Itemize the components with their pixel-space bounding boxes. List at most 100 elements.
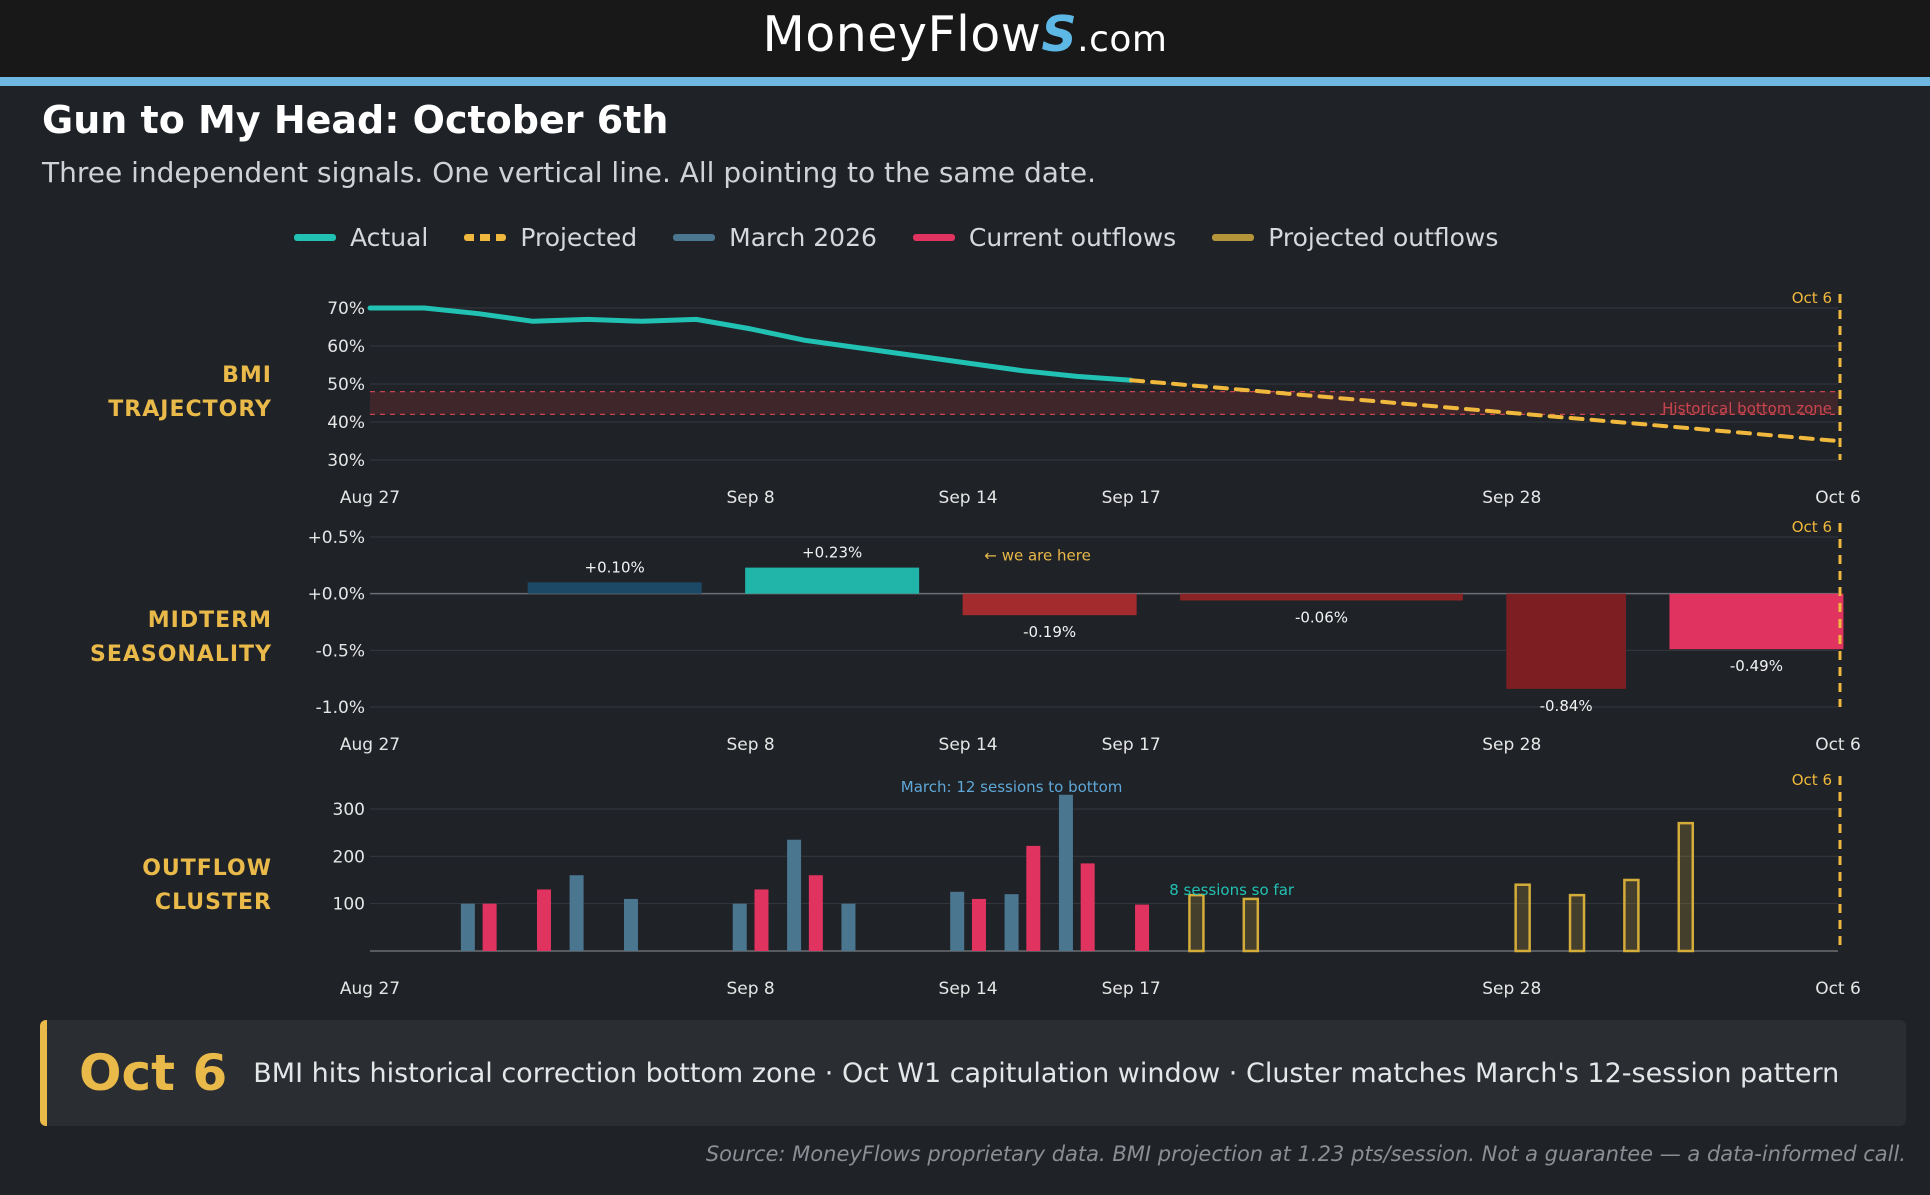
source-note: Source: MoneyFlows proprietary data. BMI… [705,1142,1906,1166]
x-tick-label: Sep 14 [939,488,998,508]
chart-legend: Actual Projected March 2026 Current outflow… [294,220,1498,254]
march-bar [787,839,802,951]
projected-outflow-bar [1242,897,1260,953]
x-tick-label: Sep 28 [1482,488,1541,508]
legend-item: Actual [294,223,428,252]
current-outflow-bar [1080,863,1095,951]
y-tick-label: 50% [327,375,365,395]
x-tick-label: Aug 27 [340,488,400,508]
current-outflow-bar [971,898,986,951]
y-tick-label: 70% [327,299,365,319]
bottom-zone-label: Historical bottom zone [1662,400,1832,418]
current-outflow-bar [808,875,823,951]
legend-label: March 2026 [729,222,877,252]
sessions-so-far-annotation: 8 sessions so far [1169,881,1295,899]
panel-label: TRAJECTORY [108,397,272,422]
bar-data-label: -0.84% [1540,697,1593,715]
legend-swatch [1212,233,1255,241]
seasonality-bar [1669,593,1844,650]
seasonality-bar [527,582,702,594]
bar-data-label: +0.10% [585,558,645,576]
projected-outflow-bar [1188,893,1205,953]
x-tick-label: Sep 8 [726,488,774,508]
callout-box: Oct 6 BMI hits historical correction bot… [40,1020,1906,1126]
legend-label: Projected [520,222,638,252]
brand-tld: .com [1077,19,1168,60]
y-tick-label: 60% [327,337,365,357]
seasonality-bar [745,567,920,594]
y-tick-label: -0.5% [316,641,365,661]
seasonality-bar [1180,593,1463,601]
y-tick-label: +0.0% [308,585,365,605]
panel-label: MIDTERM [148,608,272,633]
legend-label: Projected outflows [1268,222,1499,252]
x-tick-label: Sep 17 [1102,979,1161,999]
legend-swatch [912,233,955,241]
callout-text: BMI hits historical correction bottom zo… [253,1057,1840,1089]
page-subtitle: Three independent signals. One vertical … [42,156,1097,189]
top-bar: MoneyFlowS.com [0,0,1930,77]
bar-data-label: -0.19% [1023,623,1076,641]
x-tick-label: Sep 28 [1482,979,1541,999]
projected-outflow-bar [1568,893,1586,953]
we-are-here-note: ← we are here [984,546,1090,564]
brand-logo[interactable]: MoneyFlowS.com [0,6,1930,63]
legend-label: Actual [350,222,429,252]
march-bar [623,898,638,951]
x-tick-label: Sep 28 [1482,735,1541,755]
march-bar [460,903,475,951]
oct6-marker-label: Oct 6 [1792,518,1832,536]
x-tick-label: Oct 6 [1815,979,1861,999]
legend-item: March 2026 [673,223,877,252]
march-bar [569,875,584,951]
accent-bar [0,77,1930,86]
legend-swatch [294,233,336,241]
march-annotation: March: 12 sessions to bottom [901,778,1123,796]
bottom-zone-band [370,391,1838,415]
callout-date: Oct 6 [79,1044,228,1102]
x-tick-label: Aug 27 [340,979,400,999]
legend-item: Projected outflows [1212,223,1498,252]
brand-name: MoneyFlow [762,6,1042,63]
current-outflow-bar [1135,904,1150,951]
legend-item: Projected [464,223,637,252]
legend-label: Current outflows [968,222,1177,252]
panel-label: OUTFLOW [142,856,272,881]
legend-swatch [464,233,507,241]
march-bar [950,891,965,951]
x-tick-label: Sep 8 [726,979,774,999]
legend-item: Current outflows [912,222,1177,252]
brand-s-mark: S [1041,6,1078,63]
oct6-marker-label: Oct 6 [1792,289,1832,307]
projected-outflow-bar [1514,883,1531,953]
current-outflow-bar [754,889,769,951]
legend-swatch [673,233,716,241]
oct6-marker-label: Oct 6 [1792,771,1832,789]
current-outflow-bar [482,903,497,951]
projected-line [1129,378,1840,443]
panel-label: BMI [222,363,272,388]
projected-outflow-bar [1677,821,1695,953]
seasonality-bar [1506,593,1626,689]
x-tick-label: Sep 17 [1102,488,1161,508]
x-tick-label: Aug 27 [340,735,400,755]
y-tick-label: +0.5% [308,528,365,548]
panel-label: CLUSTER [155,890,272,915]
y-tick-label: 300 [333,800,365,820]
x-tick-label: Sep 17 [1102,735,1161,755]
x-tick-label: Oct 6 [1815,488,1861,508]
bar-data-label: +0.23% [802,544,862,562]
panel-label: SEASONALITY [90,642,272,667]
page-title: Gun to My Head: October 6th [42,98,669,142]
y-tick-label: 200 [333,847,365,867]
x-tick-label: Sep 8 [726,735,774,755]
march-bar [841,903,856,951]
current-outflow-bar [536,889,551,951]
projected-outflow-bar [1623,878,1640,953]
seasonality-bar [962,593,1137,616]
bar-data-label: -0.49% [1730,657,1783,675]
actual-line [367,305,1134,383]
march-bar [1004,894,1019,951]
bar-data-label: -0.06% [1295,608,1348,626]
